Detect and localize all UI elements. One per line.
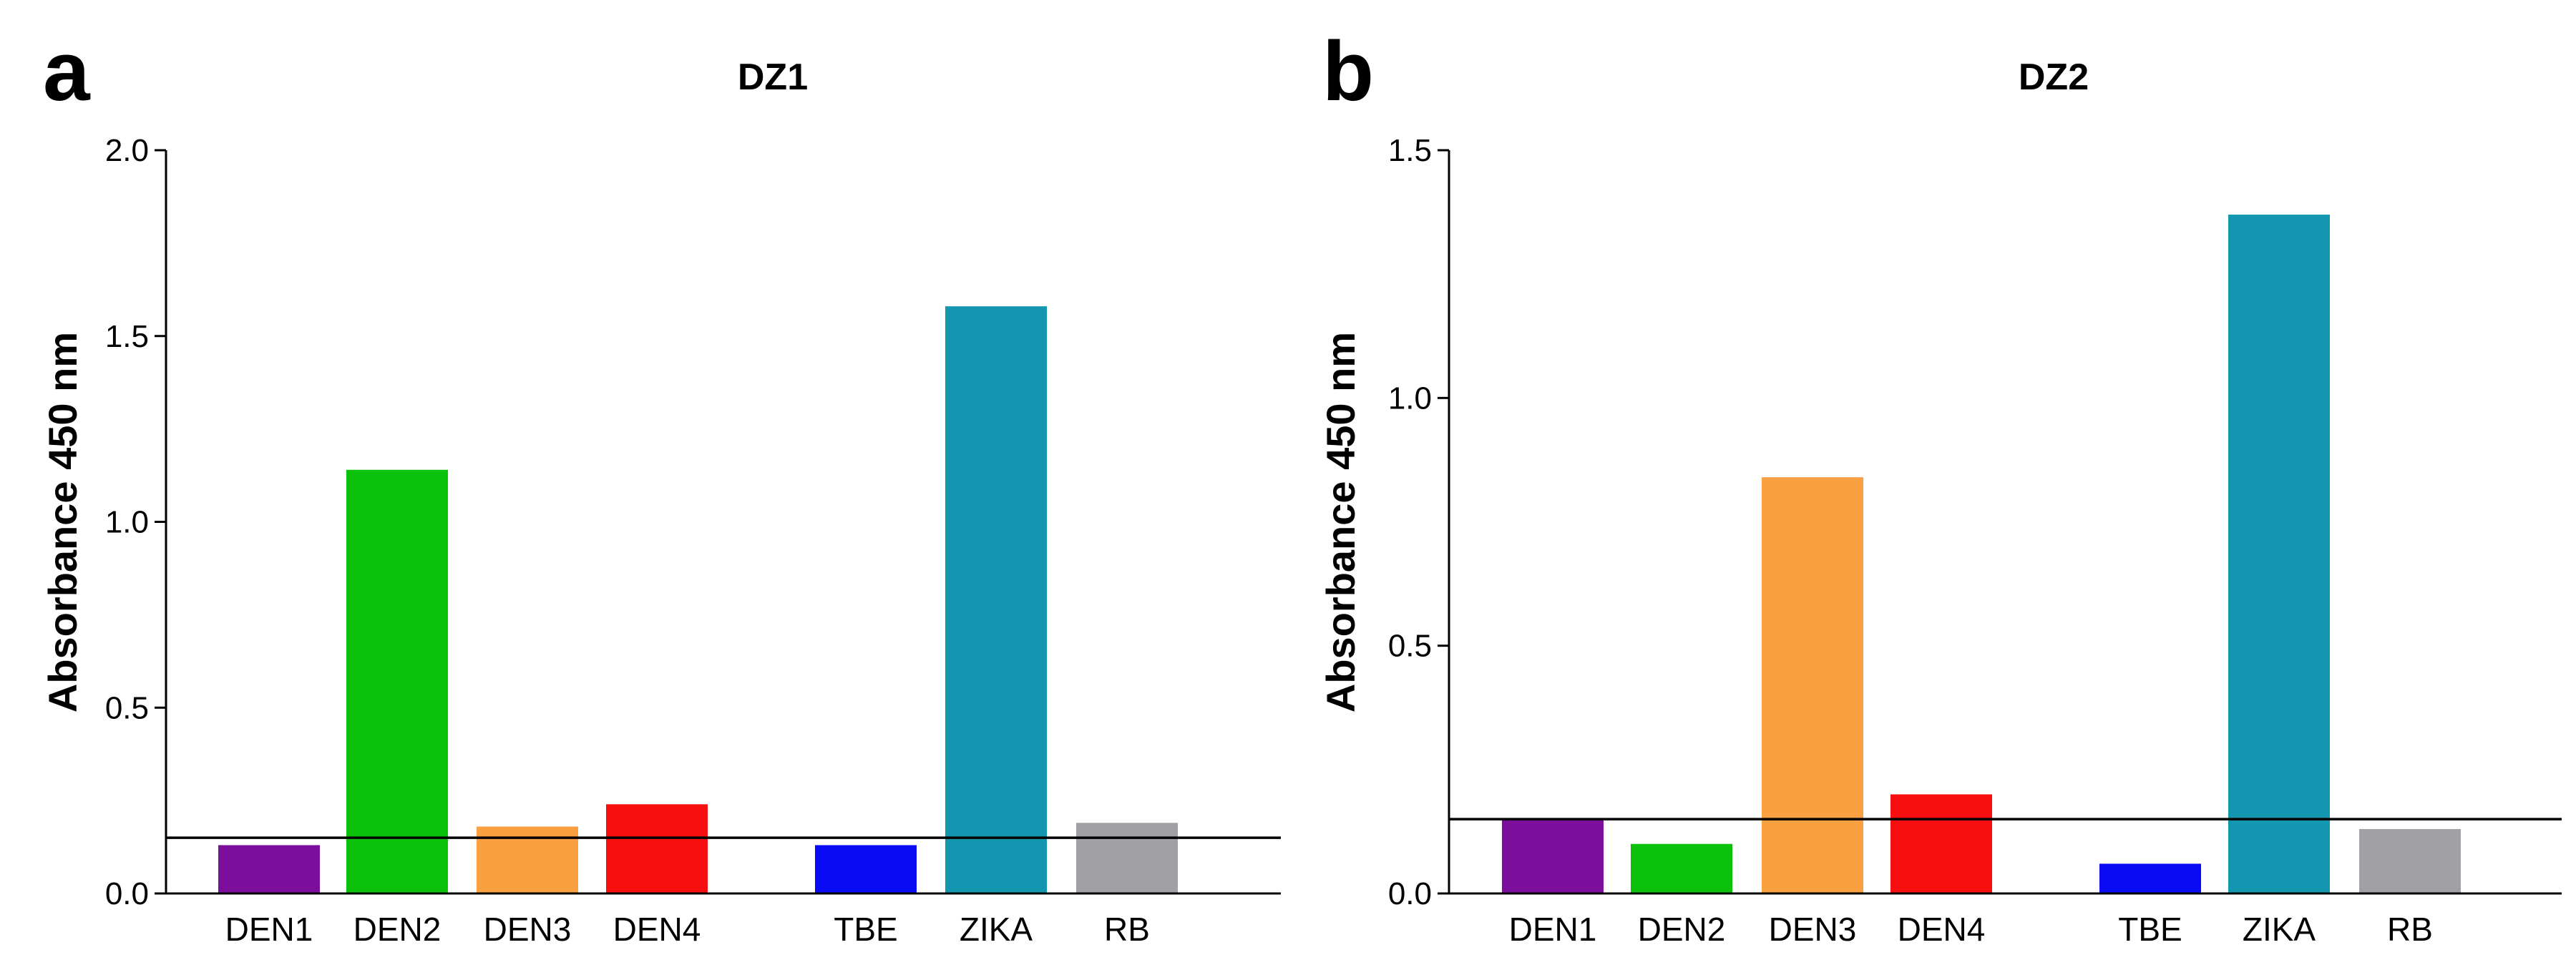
bar-den4-b — [1890, 794, 1992, 893]
y-tick-label-b: 1.5 — [1388, 133, 1432, 168]
x-tick-label-zika-a: ZIKA — [960, 911, 1033, 948]
bar-den1-b — [1502, 819, 1604, 893]
bar-rb-b — [2359, 828, 2461, 893]
x-tick-label-zika-b: ZIKA — [2243, 911, 2316, 948]
x-tick-label-den1-a: DEN1 — [225, 911, 313, 948]
y-tick-label-a: 2.0 — [105, 133, 149, 168]
panel-letter-a: a — [43, 24, 91, 119]
y-axis-label-b: Absorbance 450 nm — [1318, 332, 1363, 712]
panel-a: a DZ1 Absorbance 450 nm DEN1 DEN2 DEN3 DEN4… — [40, 24, 1281, 948]
y-axis-label-a: Absorbance 450 nm — [40, 332, 85, 712]
bar-den2-b — [1631, 843, 1732, 893]
bar-den1-a — [218, 845, 320, 893]
bar-den4-a — [606, 804, 708, 893]
y-tick-label-a: 1.5 — [105, 319, 149, 354]
bar-tbe-b — [2099, 863, 2201, 893]
bar-zika-b — [2228, 215, 2330, 894]
y-tick-label-a: 0.5 — [105, 690, 149, 725]
panel-b: b DZ2 Absorbance 450 nm DEN1 DEN2 DEN3 DEN4… — [1318, 24, 2562, 948]
y-tick-label-b: 1.0 — [1388, 381, 1432, 416]
x-tick-label-tbe-b: TBE — [2118, 911, 2182, 948]
x-tick-label-den2-b: DEN2 — [1638, 911, 1726, 948]
y-tick-label-a: 1.0 — [105, 505, 149, 540]
bar-group-b — [1502, 215, 2461, 894]
bar-zika-a — [945, 306, 1047, 893]
x-tick-label-tbe-a: TBE — [834, 911, 897, 948]
x-tick-label-den1-b: DEN1 — [1509, 911, 1597, 948]
bar-rb-a — [1076, 823, 1178, 893]
x-tick-label-rb-b: RB — [2387, 911, 2433, 948]
x-tick-label-den3-b: DEN3 — [1769, 911, 1857, 948]
bar-den2-a — [346, 469, 448, 893]
chart-title-dz2: DZ2 — [2019, 57, 2089, 98]
x-tick-label-den4-b: DEN4 — [1898, 911, 1986, 948]
x-tick-label-den3-a: DEN3 — [484, 911, 572, 948]
x-tick-label-den4-a: DEN4 — [613, 911, 701, 948]
chart-title-dz1: DZ1 — [738, 57, 808, 98]
bar-tbe-a — [815, 845, 917, 893]
x-tick-label-den2-a: DEN2 — [353, 911, 441, 948]
y-tick-label-b: 0.5 — [1388, 629, 1432, 664]
bar-group-a — [218, 306, 1178, 893]
x-tick-label-rb-a: RB — [1104, 911, 1150, 948]
y-tick-label-b: 0.0 — [1388, 876, 1432, 911]
panel-letter-b: b — [1322, 24, 1374, 119]
y-tick-label-a: 0.0 — [105, 876, 149, 911]
bar-den3-b — [1762, 477, 1863, 893]
